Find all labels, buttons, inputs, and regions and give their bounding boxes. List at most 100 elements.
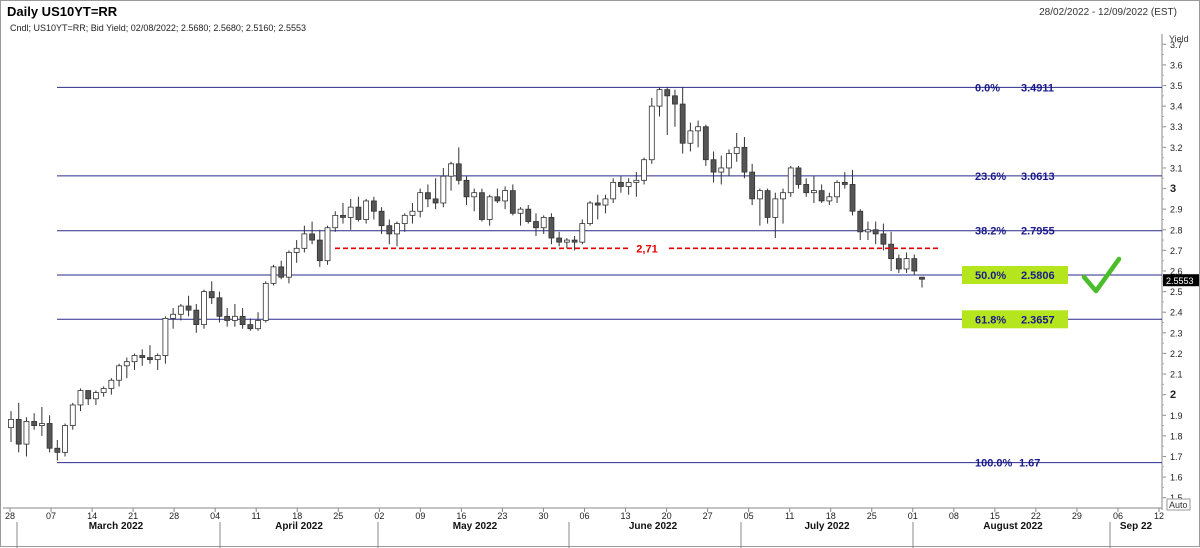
x-tick-label: 16 [456,511,466,521]
y-tick-label: 3.4 [1170,102,1183,112]
fib-percent-label: 61.8% [975,314,1006,326]
x-tick-label: 13 [621,511,631,521]
candle-body [587,202,593,224]
month-label: August 2022 [983,521,1043,532]
candle-body [656,89,663,107]
candle-body [672,95,678,105]
candle-body [540,217,547,229]
candle-body [911,258,918,272]
x-tick-label: 28 [5,511,15,521]
candle-body [340,214,346,218]
y-tick-label: 2.3 [1170,328,1183,338]
candle-body [432,198,439,204]
x-tick-label: 09 [415,511,425,521]
month-label: Sep 22 [1120,521,1153,532]
auto-label: Auto [1169,500,1188,510]
candle-body [23,421,30,445]
candle-body [471,192,478,198]
candle-body [772,198,779,218]
candle-body [31,421,38,426]
candle-body [517,208,524,214]
x-tick-label: 27 [703,511,713,521]
candle-body [401,214,408,224]
candle-body [641,159,647,181]
y-tick-label: 1.6 [1170,473,1183,483]
auto-button [1166,498,1191,511]
candle-body [332,214,339,229]
month-label: April 2022 [275,521,323,532]
candle-body [895,258,902,270]
y-tick-label: 2.8 [1170,225,1183,235]
candle-body [324,227,331,262]
candle-body [170,313,177,319]
candle-body [625,181,632,187]
candle-body [363,200,370,220]
candle-body [293,247,300,253]
candle-body [756,190,763,200]
candle-body [131,355,138,363]
candle-body [69,404,76,426]
x-tick-label: 11 [785,511,794,521]
x-tick-label: 18 [826,511,836,521]
candle-body [787,167,794,194]
candle-body [571,239,578,243]
fib-percent-label: 100.0% [975,458,1013,470]
candle-body [231,315,238,321]
candle-body [486,196,493,220]
x-tick-label: 20 [662,511,672,521]
y-tick-label: 3.2 [1170,143,1183,153]
x-tick-label: 15 [990,511,1000,521]
x-tick-label: 06 [579,511,589,521]
candle-body [633,179,640,183]
candle-body [100,388,107,393]
candle-body [139,355,146,358]
candle-body [733,146,740,154]
candle-body [618,181,624,187]
fib-percent-label: 38.2% [975,226,1006,238]
x-tick-label: 25 [867,511,877,521]
candle-body [710,159,717,173]
candle-body [193,309,200,325]
candle-body [841,181,848,185]
candle-body [38,423,45,426]
fib-percent-label: 23.6% [975,171,1006,183]
candle-body [355,206,362,220]
candle-body [448,163,454,177]
candle-body [463,179,470,198]
x-tick-label: 22 [1031,511,1041,521]
x-tick-label: 25 [333,511,343,521]
x-tick-label: 08 [949,511,959,521]
month-label: March 2022 [89,521,144,532]
candle-body [8,418,14,429]
candle-body [278,266,285,278]
x-tick-label: 29 [1072,511,1082,521]
candle-body [455,163,462,181]
candle-body [370,200,377,212]
candle-body [903,258,910,270]
y-tick-label: 2.2 [1170,349,1183,359]
y-tick-label: 3.6 [1170,60,1183,70]
x-tick-label: 06 [1113,511,1123,521]
series-legend: Cndl; US10YT=RR; Bid Yield; 02/08/2022; … [10,23,306,33]
y-tick-label: 1.9 [1170,411,1183,421]
fib-highlight-box [962,265,1068,284]
candle-body [286,252,292,278]
fib-value-label: 2.7955 [1021,226,1055,238]
y-tick-label: 3.3 [1170,122,1183,132]
x-tick-label: 21 [128,511,138,521]
candle-body [687,130,694,144]
candle-body [849,184,856,212]
chart-title: Daily US10YT=RR [7,4,118,19]
y-tick-label: 1.7 [1170,452,1183,462]
candle-body [15,418,22,445]
candle-body [818,190,825,202]
month-label: May 2022 [453,521,498,532]
last-price-label: 2.5553 [1166,276,1194,286]
x-tick-label: 01 [908,511,918,521]
candle-body [247,324,254,330]
candle-body [726,153,732,169]
y-tick-label: 2.4 [1170,308,1183,318]
y-axis-title: Yield [1169,34,1189,44]
